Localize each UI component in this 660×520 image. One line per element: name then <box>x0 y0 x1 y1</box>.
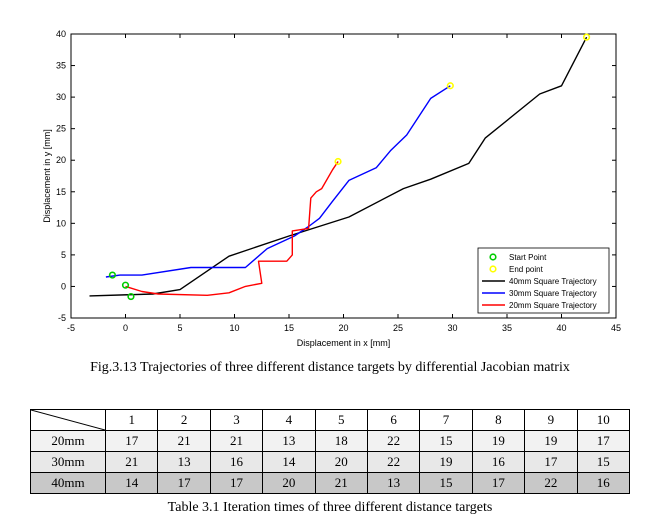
table-row: 40mm 14 17 17 20 21 13 15 17 22 16 <box>30 472 631 494</box>
y-tick-label: 20 <box>56 155 66 165</box>
series-line-1 <box>89 36 588 297</box>
legend-label: 20mm Square Trajectory <box>509 301 597 310</box>
table-row-label: 30mm <box>30 451 106 473</box>
y-tick-label: -5 <box>58 313 66 323</box>
table-cell: 17 <box>104 430 159 452</box>
table-header-row: 1 2 3 4 5 6 7 8 9 10 <box>30 409 631 431</box>
end-point-marker <box>334 157 342 166</box>
x-tick-label: 40 <box>556 323 566 333</box>
y-tick-label: 10 <box>56 218 66 228</box>
table-cell: 21 <box>104 451 159 473</box>
table-row: 20mm 17 21 21 13 18 22 15 19 19 17 <box>30 430 631 452</box>
table-cell: 14 <box>262 451 316 473</box>
table-column-header: 6 <box>366 409 421 431</box>
table-cell: 19 <box>524 430 578 452</box>
table-cell: 17 <box>157 472 211 494</box>
table-column-header: 5 <box>314 409 368 431</box>
table-column-header: 8 <box>471 409 526 431</box>
table-cell: 18 <box>314 430 368 452</box>
table-column-header: 9 <box>524 409 578 431</box>
start-point-marker <box>121 281 130 289</box>
table-cell: 15 <box>576 451 631 473</box>
x-tick-label: 30 <box>447 323 457 333</box>
y-tick-label: 0 <box>61 281 66 291</box>
table-cell: 15 <box>419 472 473 494</box>
table-cell: 21 <box>157 430 211 452</box>
y-tick-label: 5 <box>61 250 66 260</box>
table-cell: 22 <box>366 430 421 452</box>
table-cell: 16 <box>576 472 631 494</box>
start-point-marker <box>127 292 135 301</box>
x-tick-label: 35 <box>502 323 512 333</box>
table-cell: 21 <box>314 472 368 494</box>
table-cell: 19 <box>419 451 473 473</box>
y-tick-label: 35 <box>56 61 66 71</box>
table-cell: 19 <box>471 430 526 452</box>
x-tick-label: 10 <box>229 323 239 333</box>
legend-marker <box>489 265 497 273</box>
table-cell: 13 <box>157 451 211 473</box>
figure-caption: Fig.3.13 Trajectories of three different… <box>90 360 570 375</box>
x-tick-label: 5 <box>177 323 182 333</box>
x-tick-label: 0 <box>123 323 128 333</box>
table-cell: 17 <box>209 472 264 494</box>
trajectory-plot: -5 0 5 10 15 20 25 30 35 40 45 -5 0 5 10 15 20 25 30 35 40 Di… <box>42 29 621 348</box>
x-tick-label: 15 <box>284 323 294 333</box>
y-tick-label: 25 <box>56 124 66 134</box>
y-tick-label: 30 <box>56 92 66 102</box>
table-cell: 22 <box>524 472 578 494</box>
series-line-2 <box>105 85 451 278</box>
table-corner-cell <box>30 409 106 431</box>
table-column-header: 3 <box>209 409 264 431</box>
table-caption: Table 3.1 Iteration times of three diffe… <box>167 500 493 515</box>
table-column-header: 10 <box>576 409 631 431</box>
end-point-marker <box>446 82 454 90</box>
table-cell: 20 <box>314 451 368 473</box>
legend-label: 40mm Square Trajectory <box>509 277 597 286</box>
x-axis-label: Displacement in x [mm] <box>297 338 391 348</box>
y-tick-label: 40 <box>56 29 66 39</box>
table-cell: 17 <box>576 430 631 452</box>
table-cell: 16 <box>209 451 264 473</box>
table-row: 30mm 21 13 16 14 20 22 19 16 17 15 <box>30 451 631 473</box>
table-column-header: 4 <box>262 409 316 431</box>
table-column-header: 2 <box>157 409 211 431</box>
table-cell: 21 <box>209 430 264 452</box>
x-tick-label: 45 <box>611 323 621 333</box>
x-tick-label: 25 <box>393 323 403 333</box>
table-cell: 22 <box>366 451 421 473</box>
table-column-header: 1 <box>104 409 159 431</box>
end-point-marker <box>582 33 591 41</box>
y-axis-label: Displacement in y [mm] <box>42 129 52 223</box>
iteration-table: 1 2 3 4 5 6 7 8 9 10 20mm 17 21 21 13 18 22 15 19 19 17 30mm 2… <box>30 409 631 494</box>
table-column-header: 7 <box>419 409 473 431</box>
table-cell: 17 <box>524 451 578 473</box>
x-tick-label: -5 <box>67 323 75 333</box>
table-cell: 16 <box>471 451 526 473</box>
legend-label: Start Point <box>509 253 547 262</box>
table-row-label: 40mm <box>30 472 106 494</box>
table-cell: 15 <box>419 430 473 452</box>
table-cell: 14 <box>104 472 159 494</box>
series-line-3 <box>125 161 339 296</box>
table-cell: 20 <box>262 472 316 494</box>
table-cell: 13 <box>262 430 316 452</box>
table-cell: 17 <box>471 472 526 494</box>
legend-marker <box>489 253 497 261</box>
legend-label: End point <box>509 265 544 274</box>
x-tick-label: 20 <box>338 323 348 333</box>
table-row-label: 20mm <box>30 430 106 452</box>
start-point-marker <box>108 271 117 279</box>
table-cell: 13 <box>366 472 421 494</box>
y-tick-label: 15 <box>56 187 66 197</box>
legend-label: 30mm Square Trajectory <box>509 289 597 298</box>
